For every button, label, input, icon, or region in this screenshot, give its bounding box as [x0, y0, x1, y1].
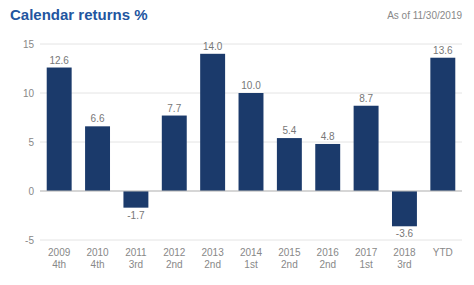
data-label: 5.4: [282, 125, 296, 136]
data-label: 8.7: [359, 93, 373, 104]
data-label: -1.7: [127, 210, 145, 221]
bar: [162, 116, 187, 191]
x-tick-label: 20162nd: [317, 247, 340, 270]
x-tick-label: 20141st: [240, 247, 263, 270]
bar: [47, 68, 72, 191]
data-label: 14.0: [203, 41, 223, 52]
bar: [354, 106, 379, 191]
data-label: 7.7: [167, 103, 181, 114]
data-label: 13.6: [433, 45, 453, 56]
data-label: -3.6: [396, 228, 414, 239]
data-label: 6.6: [91, 113, 105, 124]
y-tick-label: 0: [28, 186, 34, 197]
x-tick-label: 20183rd: [393, 247, 416, 270]
y-tick-label: -5: [25, 235, 34, 246]
x-tick-label: 20171st: [355, 247, 378, 270]
grid-line: [40, 191, 462, 192]
bar: [277, 138, 302, 191]
data-label: 12.6: [49, 55, 69, 66]
x-tick-label: 20122nd: [163, 247, 186, 270]
zero-line: [40, 191, 462, 192]
bar: [239, 93, 264, 191]
x-tick-label: 20132nd: [202, 247, 225, 270]
x-tick-label: 20104th: [86, 247, 109, 270]
x-tick-label: 20094th: [48, 247, 71, 270]
bar: [200, 54, 225, 191]
bars: [47, 54, 456, 226]
bar: [430, 58, 455, 191]
grid: [40, 44, 462, 240]
bar: [392, 191, 417, 226]
bar: [85, 126, 110, 191]
subtitle: As of 11/30/2019: [387, 10, 462, 21]
data-label: 10.0: [241, 80, 261, 91]
title: Calendar returns %: [10, 6, 148, 23]
y-tick-label: 10: [23, 88, 35, 99]
chart: Calendar returns % As of 11/30/2019 -5 0 5 10…: [0, 0, 474, 285]
bar: [123, 191, 148, 208]
grid-line: [40, 240, 462, 241]
bar: [315, 144, 340, 191]
x-tick-label: YTD: [433, 247, 453, 258]
y-tick-label: 15: [23, 39, 35, 50]
x-tick-label: 20152nd: [278, 247, 301, 270]
x-tick-label: 20113rd: [125, 247, 147, 270]
grid-line: [40, 44, 462, 45]
y-tick-label: 5: [28, 137, 34, 148]
data-label: 4.8: [321, 131, 335, 142]
